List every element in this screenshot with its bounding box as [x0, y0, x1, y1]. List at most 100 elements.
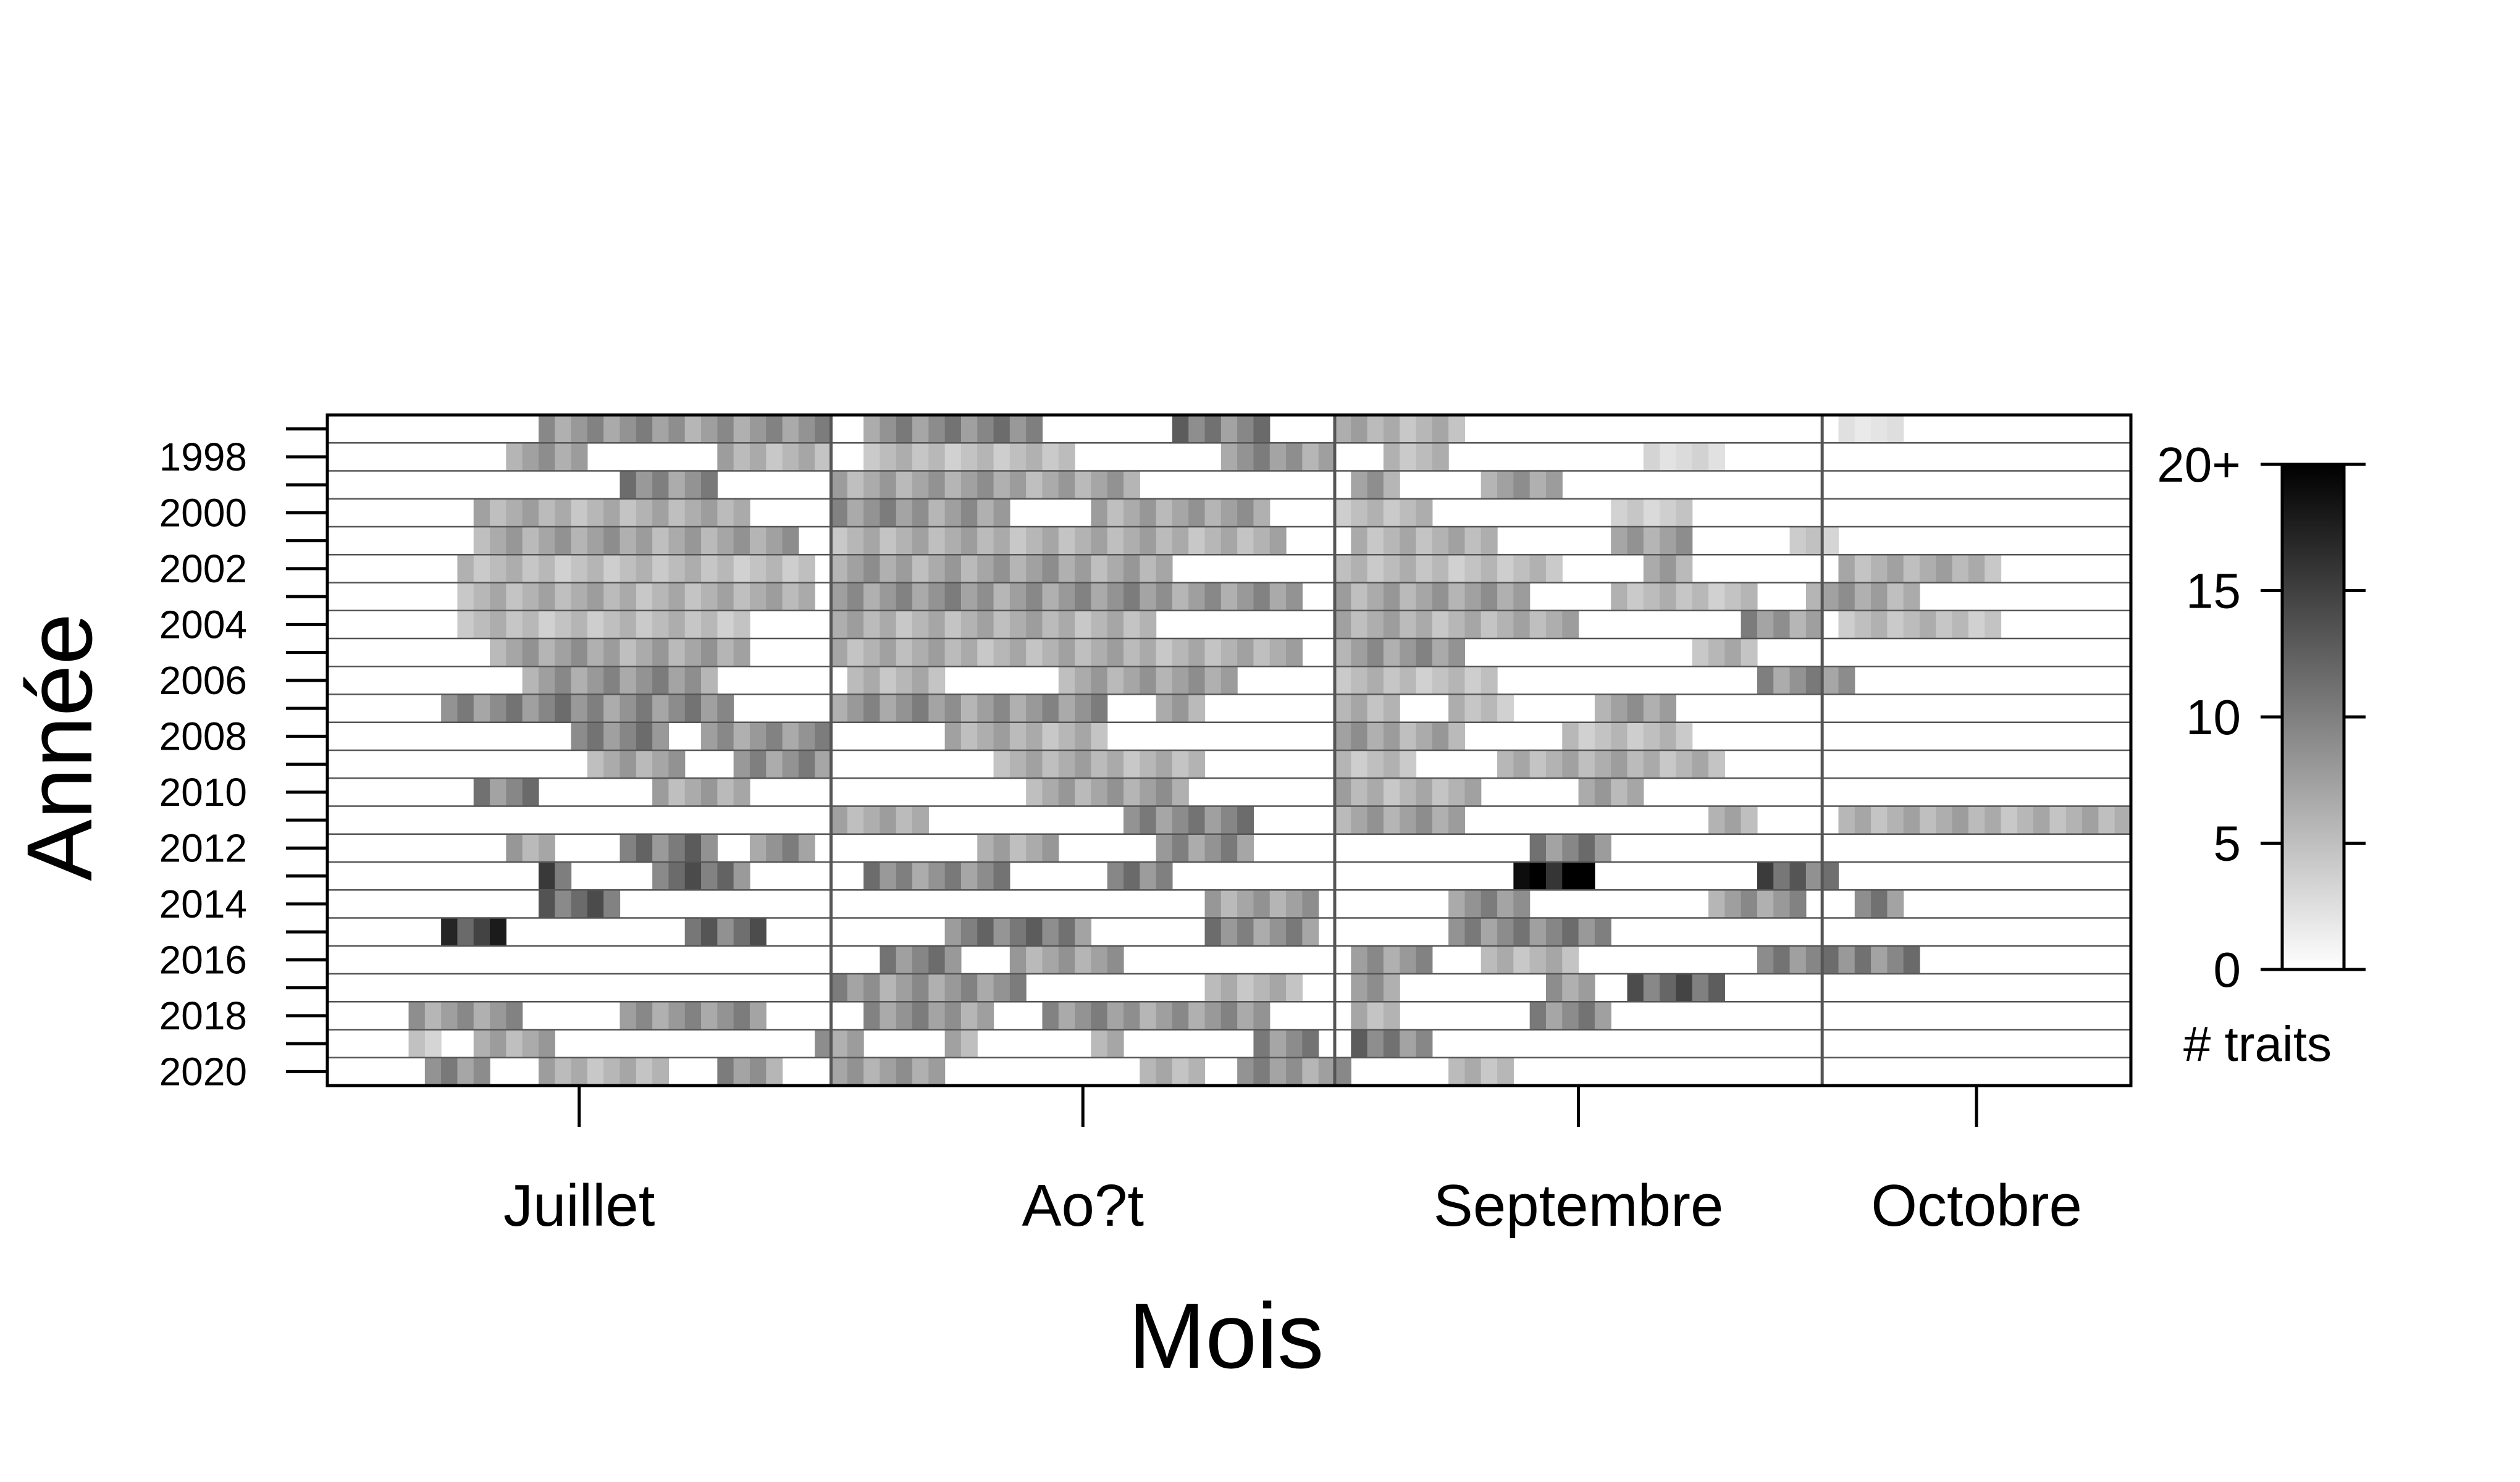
heatmap-cell [1009, 918, 1027, 947]
heatmap-cell [701, 918, 718, 947]
heatmap-cell [1091, 610, 1108, 639]
heatmap-cell [1367, 471, 1384, 500]
heatmap-cell [1237, 1057, 1254, 1086]
heatmap-cell [1351, 582, 1368, 611]
heatmap-cell [880, 945, 897, 974]
heatmap-cell [896, 806, 913, 835]
heatmap-cell [1334, 694, 1351, 723]
heatmap-cell [1432, 555, 1449, 584]
heatmap-cell [1286, 1029, 1303, 1058]
heatmap-cell [1140, 806, 1157, 835]
heatmap-cell [831, 694, 848, 723]
heatmap-cell [473, 918, 490, 947]
heatmap-cell [1724, 582, 1742, 611]
heatmap-cell [636, 750, 653, 779]
heatmap-cell [1871, 415, 1888, 443]
heatmap-cell [1611, 498, 1628, 527]
heatmap-cell [522, 610, 539, 639]
heatmap-cell [977, 638, 994, 667]
heatmap-cell [555, 610, 572, 639]
heatmap-cell [1416, 806, 1433, 835]
heatmap-cell [1789, 666, 1807, 695]
heatmap-cell [1838, 945, 1855, 974]
heatmap-cell [1692, 638, 1709, 667]
heatmap-cell [1611, 778, 1628, 807]
heatmap-cell [1204, 666, 1222, 695]
heatmap-cell [555, 555, 572, 584]
heatmap-cell [1805, 666, 1823, 695]
heatmap-cell [1529, 750, 1547, 779]
heatmap-cell [1009, 945, 1027, 974]
heatmap-cell [555, 1057, 572, 1086]
heatmap-cell [668, 498, 686, 527]
heatmap-cell [1334, 582, 1351, 611]
heatmap-cell [1351, 778, 1368, 807]
heatmap-cell [620, 415, 637, 443]
heatmap-cell [1220, 1002, 1238, 1031]
heatmap-cell [1058, 750, 1075, 779]
heatmap-cell [1416, 1029, 1433, 1058]
heatmap-cell [1091, 694, 1108, 723]
heatmap-cell [928, 527, 946, 555]
heatmap-cell [896, 555, 913, 584]
heatmap-cell [960, 974, 978, 1002]
heatmap-cell [1529, 1002, 1547, 1031]
heatmap-cell [538, 862, 555, 890]
heatmap-cell [1578, 750, 1595, 779]
heatmap-cell [831, 498, 848, 527]
heatmap-cell [1253, 582, 1270, 611]
heatmap-cell [1757, 890, 1774, 919]
heatmap-cell [1562, 945, 1579, 974]
heatmap-cell [490, 498, 506, 527]
heatmap-cell [1188, 834, 1206, 863]
heatmap-cell [1334, 778, 1351, 807]
y-tick-label: 2010 [159, 770, 247, 814]
heatmap-cell [652, 862, 670, 890]
heatmap-cell [1660, 527, 1677, 555]
heatmap-cell [1968, 806, 1985, 835]
heatmap-cell [1741, 582, 1758, 611]
heatmap-cell [766, 750, 783, 779]
heatmap-cell [571, 1057, 588, 1086]
heatmap-cell [1432, 638, 1449, 667]
heatmap-cell [831, 638, 848, 667]
heatmap-cell [1367, 806, 1384, 835]
heatmap-cell [717, 443, 734, 472]
heatmap-cell [1172, 666, 1189, 695]
heatmap-cell [1513, 945, 1531, 974]
heatmap-cell [408, 1002, 426, 1031]
heatmap-cell [1497, 945, 1514, 974]
heatmap-cell [766, 527, 783, 555]
y-tick-label: 1998 [159, 435, 247, 479]
heatmap-cell [1920, 806, 1936, 835]
heatmap-cell [555, 862, 572, 890]
heatmap-cell [1416, 555, 1433, 584]
heatmap-cell [1464, 694, 1482, 723]
heatmap-cell [944, 555, 962, 584]
heatmap-cell [1757, 666, 1774, 695]
y-axis: 1998 2000 2002 2004 2006 2008 2010 2012 2014 2016… [159, 427, 327, 1094]
heatmap-cell [1367, 1029, 1384, 1058]
heatmap-cell [912, 415, 929, 443]
heatmap-cell [1009, 527, 1027, 555]
heatmap-cell [1156, 862, 1173, 890]
heatmap-cell [1286, 918, 1303, 947]
heatmap-cell [652, 666, 670, 695]
heatmap-cell [1334, 750, 1351, 779]
heatmap-cell [977, 555, 994, 584]
heatmap-cell [993, 443, 1010, 472]
heatmap-cell [782, 415, 799, 443]
heatmap-cell [1513, 582, 1531, 611]
heatmap-cell [1789, 862, 1807, 890]
heatmap-cell [880, 415, 897, 443]
x-tick-label: Octobre [1871, 1173, 2081, 1239]
heatmap-cell [733, 498, 750, 527]
heatmap-cell [1156, 778, 1173, 807]
heatmap-cell [1220, 527, 1238, 555]
heatmap-cell [1968, 610, 1985, 639]
heatmap-cell [701, 610, 718, 639]
heatmap-cell [1741, 890, 1758, 919]
heatmap-cell [880, 638, 897, 667]
heatmap-cell [1204, 582, 1222, 611]
heatmap-cell [798, 722, 815, 751]
